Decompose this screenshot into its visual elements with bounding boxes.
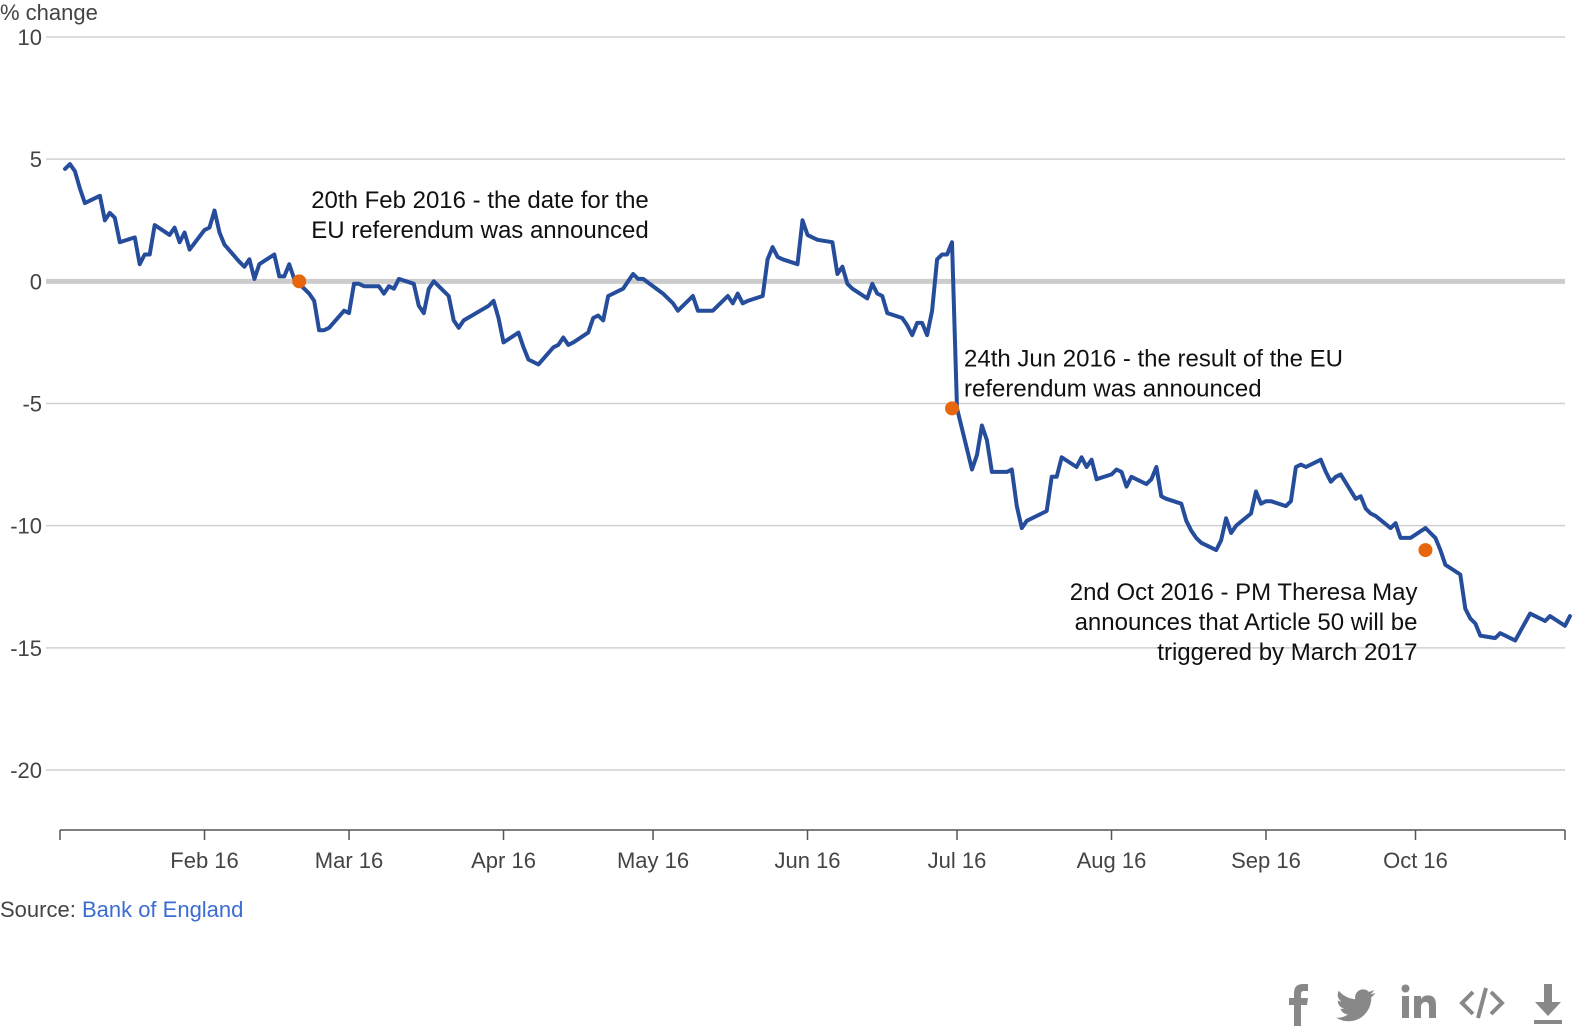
annotation-marker bbox=[1418, 543, 1433, 558]
y-axis-label: % change bbox=[0, 0, 98, 25]
x-tick-label: Feb 16 bbox=[170, 848, 239, 873]
x-tick-label: May 16 bbox=[617, 848, 689, 873]
annotation-text: EU referendum was announced bbox=[311, 217, 649, 244]
annotation-marker bbox=[945, 401, 960, 416]
x-tick-label: Apr 16 bbox=[471, 848, 536, 873]
annotation-text: triggered by March 2017 bbox=[1157, 639, 1417, 666]
series-line bbox=[63, 162, 1572, 643]
x-tick-label: Aug 16 bbox=[1077, 848, 1147, 873]
y-tick-label: -10 bbox=[10, 514, 42, 539]
y-tick-label: -20 bbox=[10, 758, 42, 783]
x-tick-label: Jul 16 bbox=[928, 848, 987, 873]
y-tick-label: 10 bbox=[18, 25, 42, 50]
source-note: Source: Bank of England bbox=[0, 897, 243, 923]
download-icon[interactable] bbox=[1533, 980, 1563, 1026]
x-tick-label: Mar 16 bbox=[315, 848, 383, 873]
embed-icon[interactable] bbox=[1459, 980, 1505, 1026]
y-tick-label: -15 bbox=[10, 636, 42, 661]
facebook-icon[interactable] bbox=[1283, 980, 1313, 1026]
share-bar bbox=[1283, 980, 1583, 1030]
linkedin-icon[interactable] bbox=[1401, 980, 1437, 1026]
y-tick-label: 5 bbox=[30, 147, 42, 172]
annotation-text: announces that Article 50 will be bbox=[1075, 609, 1418, 636]
twitter-icon[interactable] bbox=[1335, 980, 1377, 1026]
annotation-text: 2nd Oct 2016 - PM Theresa May bbox=[1070, 579, 1418, 606]
annotation-text: 20th Feb 2016 - the date for the bbox=[311, 187, 649, 214]
x-tick-label: Oct 16 bbox=[1383, 848, 1448, 873]
source-link[interactable]: Bank of England bbox=[81, 897, 244, 922]
annotation-text: 24th Jun 2016 - the result of the EU bbox=[964, 345, 1343, 372]
source-prefix: Source: bbox=[0, 897, 82, 922]
x-tick-label: Jun 16 bbox=[774, 848, 840, 873]
annotation-marker bbox=[292, 274, 307, 289]
y-tick-label: 0 bbox=[30, 269, 42, 294]
x-tick-label: Sep 16 bbox=[1231, 848, 1301, 873]
annotation-text: referendum was announced bbox=[964, 375, 1262, 402]
y-tick-label: -5 bbox=[22, 392, 42, 417]
